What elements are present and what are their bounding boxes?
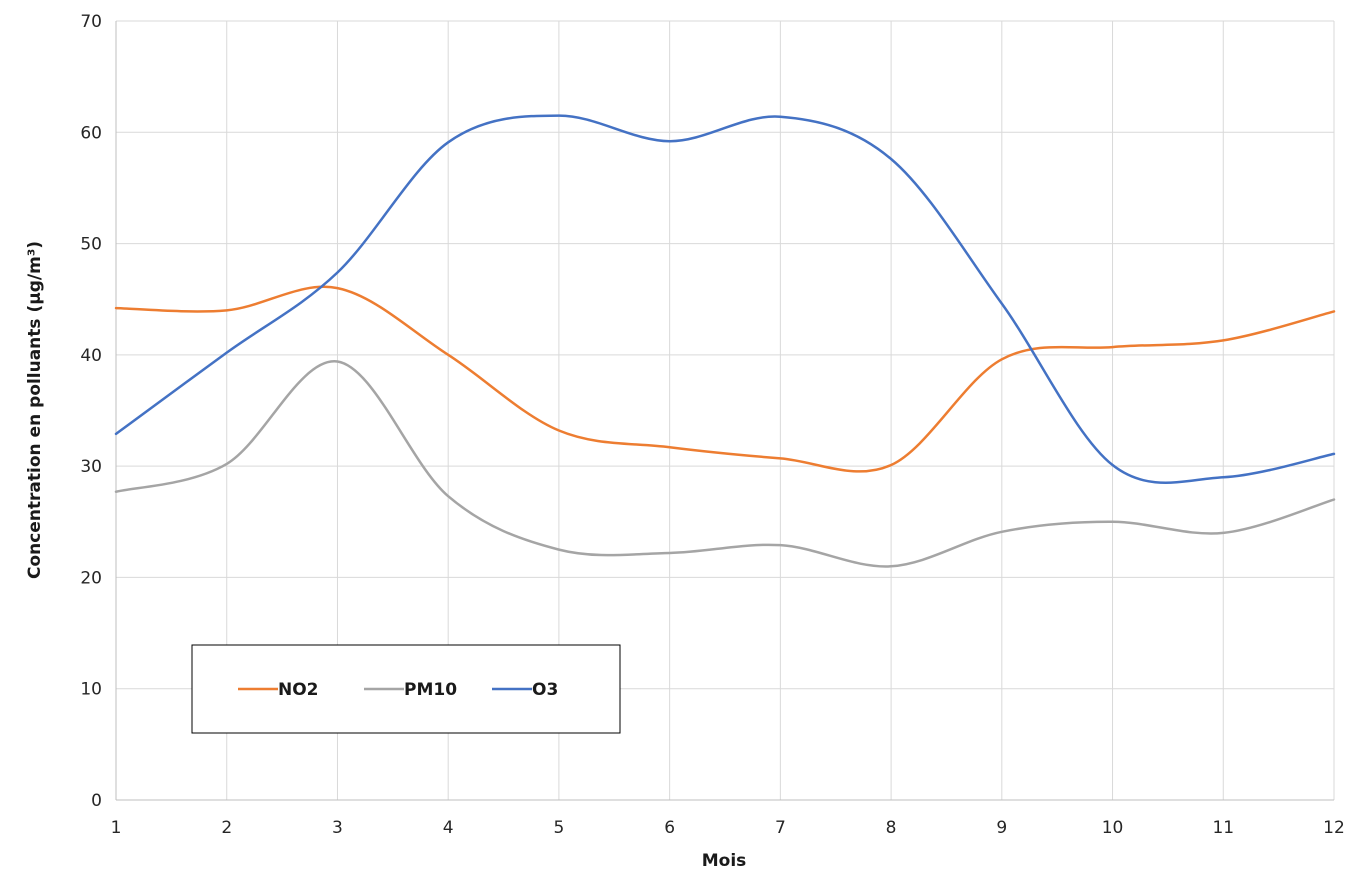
y-tick-label: 0 bbox=[91, 791, 102, 811]
axes bbox=[115, 21, 1334, 801]
x-tick-label: 9 bbox=[996, 818, 1007, 838]
y-axis-title: Concentration en polluants (µg/m³) bbox=[25, 241, 45, 579]
x-tick-label: 1 bbox=[111, 818, 122, 838]
y-tick-label: 20 bbox=[80, 568, 102, 588]
legend: NO2 PM10 O3 bbox=[191, 644, 621, 734]
x-tick-label: 7 bbox=[775, 818, 786, 838]
y-tick-label: 50 bbox=[80, 235, 102, 255]
y-tick-label: 40 bbox=[80, 346, 102, 366]
x-tick-label: 8 bbox=[886, 818, 897, 838]
legend-label-pm10: PM10 bbox=[404, 680, 457, 700]
x-tick-label: 2 bbox=[221, 818, 232, 838]
legend-label-o3: O3 bbox=[532, 680, 558, 700]
series-line-no2 bbox=[114, 285, 1336, 473]
y-tick-label: 10 bbox=[80, 680, 102, 700]
x-tick-label: 4 bbox=[443, 818, 454, 838]
y-tick-label: 30 bbox=[80, 457, 102, 477]
series-line-pm10 bbox=[114, 360, 1336, 568]
x-tick-label: 5 bbox=[553, 818, 564, 838]
x-tick-label: 10 bbox=[1102, 818, 1124, 838]
grid bbox=[116, 20, 1335, 800]
x-tick-label: 3 bbox=[332, 818, 343, 838]
legend-label-no2: NO2 bbox=[278, 680, 319, 700]
x-tick-labels: 1 2 3 4 5 6 7 8 9 10 11 12 bbox=[111, 818, 1345, 838]
y-tick-label: 70 bbox=[80, 12, 102, 32]
x-tick-label: 11 bbox=[1212, 818, 1234, 838]
y-tick-label: 60 bbox=[80, 123, 102, 143]
y-tick-labels: 0 10 20 30 40 50 60 70 bbox=[80, 12, 102, 811]
series-line-o3 bbox=[114, 114, 1336, 484]
x-axis-title: Mois bbox=[702, 851, 747, 871]
series-lines bbox=[114, 114, 1336, 568]
x-tick-label: 6 bbox=[664, 818, 675, 838]
x-tick-label: 12 bbox=[1323, 818, 1345, 838]
